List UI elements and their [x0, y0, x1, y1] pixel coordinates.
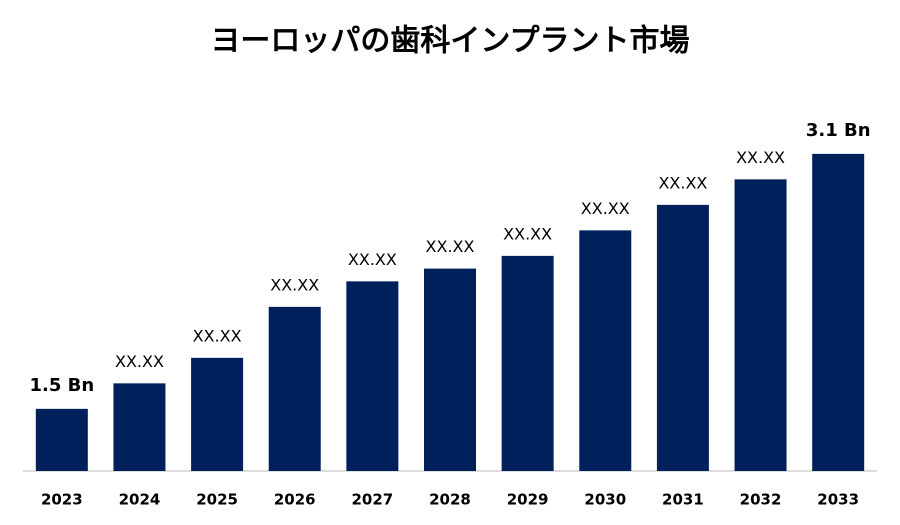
- value-label: 1.5 Bn: [29, 375, 94, 396]
- value-label: XX.XX: [581, 199, 630, 218]
- x-tick-label: 2026: [274, 491, 316, 509]
- x-tick-label: 2033: [817, 491, 859, 509]
- value-label: XX.XX: [426, 237, 475, 256]
- value-label: XX.XX: [503, 224, 552, 243]
- value-label: XX.XX: [193, 326, 242, 345]
- bar: [501, 255, 554, 471]
- bar: [35, 408, 88, 471]
- bar: [113, 383, 166, 471]
- bar: [268, 306, 321, 471]
- x-tick-label: 2028: [429, 491, 471, 509]
- x-tick-label: 2025: [196, 491, 238, 509]
- bar: [579, 230, 632, 471]
- x-tick-label: 2031: [662, 491, 704, 509]
- bar: [656, 204, 709, 471]
- bar: [734, 179, 787, 471]
- x-tick-label: 2027: [351, 491, 393, 509]
- value-label: XX.XX: [736, 148, 785, 167]
- value-label: XX.XX: [658, 173, 707, 192]
- bar: [812, 153, 865, 472]
- x-tick-label: 2024: [119, 491, 161, 509]
- x-tick-label: 2023: [41, 491, 83, 509]
- x-tick-label: 2030: [584, 491, 626, 509]
- chart-title: ヨーロッパの歯科インプラント市場: [210, 24, 689, 59]
- bar: [424, 268, 476, 471]
- bar: [346, 281, 399, 471]
- value-label: 3.1 Bn: [806, 120, 871, 141]
- value-label: XX.XX: [270, 275, 319, 294]
- x-tick-label: 2029: [507, 491, 549, 509]
- value-label: XX.XX: [348, 250, 397, 269]
- bar: [191, 357, 244, 471]
- x-tick-label: 2032: [740, 491, 782, 509]
- value-label: XX.XX: [115, 352, 164, 371]
